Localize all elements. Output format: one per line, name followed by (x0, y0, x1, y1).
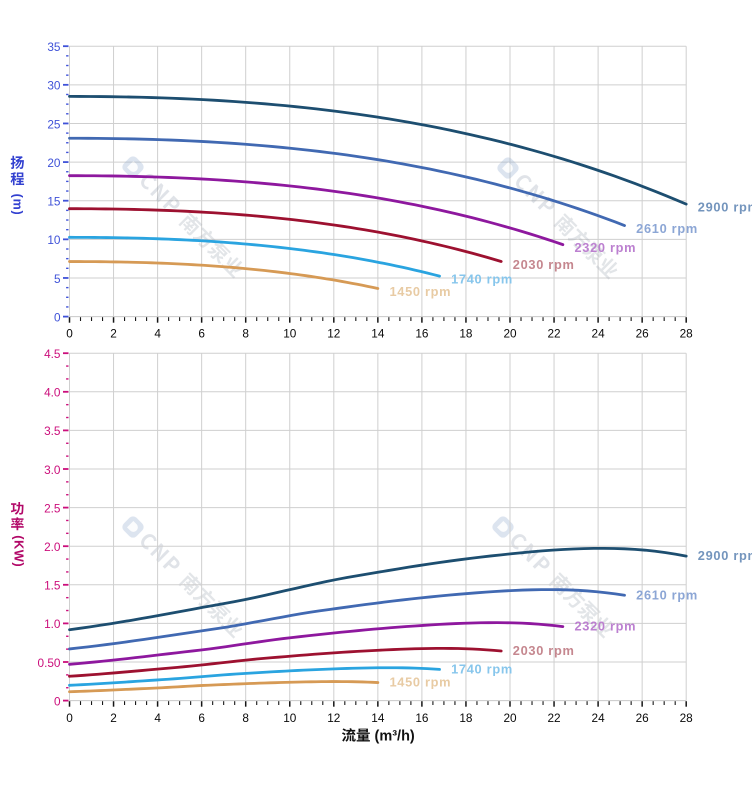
svg-text:5: 5 (54, 272, 61, 286)
svg-text:1450 rpm: 1450 rpm (389, 284, 451, 299)
svg-text:2610 rpm: 2610 rpm (636, 587, 698, 602)
svg-text:2.5: 2.5 (44, 501, 61, 515)
svg-text:26: 26 (636, 711, 650, 725)
svg-text:22: 22 (547, 711, 560, 725)
svg-text:10: 10 (283, 327, 297, 341)
svg-text:18: 18 (459, 327, 473, 341)
svg-text:1.5: 1.5 (44, 579, 61, 593)
svg-text:20: 20 (503, 711, 517, 725)
svg-text:4: 4 (154, 327, 161, 341)
svg-text:6: 6 (198, 327, 205, 341)
svg-text:2320 rpm: 2320 rpm (574, 619, 636, 634)
svg-text:0.50: 0.50 (38, 656, 61, 670)
svg-text:(m): (m) (10, 194, 24, 216)
svg-text:35: 35 (47, 40, 61, 54)
svg-text:2900 rpm: 2900 rpm (698, 200, 752, 215)
svg-text:16: 16 (415, 711, 429, 725)
svg-text:4.5: 4.5 (44, 347, 61, 361)
svg-text:8: 8 (242, 711, 249, 725)
svg-text:2: 2 (110, 711, 117, 725)
svg-text:26: 26 (636, 327, 650, 341)
svg-text:0: 0 (66, 327, 73, 341)
svg-text:22: 22 (547, 327, 560, 341)
svg-text:2610 rpm: 2610 rpm (636, 221, 698, 236)
svg-text:(m³/h): (m³/h) (375, 729, 415, 745)
svg-text:10: 10 (283, 711, 297, 725)
svg-text:18: 18 (459, 711, 473, 725)
svg-text:8: 8 (242, 327, 249, 341)
svg-text:2.0: 2.0 (44, 540, 61, 554)
svg-text:12: 12 (327, 711, 340, 725)
svg-text:1.0: 1.0 (44, 617, 61, 631)
svg-text:2: 2 (110, 327, 117, 341)
svg-text:2900 rpm: 2900 rpm (698, 548, 752, 563)
svg-text:28: 28 (680, 711, 694, 725)
svg-text:25: 25 (47, 117, 61, 131)
svg-text:3.5: 3.5 (44, 424, 61, 438)
svg-text:24: 24 (592, 711, 606, 725)
svg-text:14: 14 (371, 327, 385, 341)
svg-text:0: 0 (54, 694, 61, 708)
svg-text:16: 16 (415, 327, 429, 341)
svg-text:(KW): (KW) (11, 535, 26, 567)
svg-text:1740 rpm: 1740 rpm (451, 272, 513, 287)
svg-text:2030 rpm: 2030 rpm (513, 257, 575, 272)
svg-text:20: 20 (47, 156, 61, 170)
svg-text:4.0: 4.0 (44, 386, 61, 400)
svg-text:2030 rpm: 2030 rpm (513, 643, 575, 658)
svg-text:0: 0 (54, 310, 61, 324)
svg-text:30: 30 (47, 79, 61, 93)
svg-text:10: 10 (47, 233, 61, 247)
svg-text:15: 15 (47, 195, 61, 209)
svg-text:2320 rpm: 2320 rpm (574, 240, 636, 255)
svg-text:14: 14 (371, 711, 385, 725)
svg-text:24: 24 (592, 327, 606, 341)
svg-text:20: 20 (503, 327, 517, 341)
svg-text:6: 6 (198, 711, 205, 725)
svg-text:12: 12 (327, 327, 340, 341)
svg-text:0: 0 (66, 711, 73, 725)
svg-text:3.0: 3.0 (44, 463, 61, 477)
svg-text:4: 4 (154, 711, 161, 725)
svg-text:1450 rpm: 1450 rpm (389, 675, 451, 690)
svg-text:28: 28 (680, 327, 694, 341)
svg-text:1740 rpm: 1740 rpm (451, 661, 513, 676)
